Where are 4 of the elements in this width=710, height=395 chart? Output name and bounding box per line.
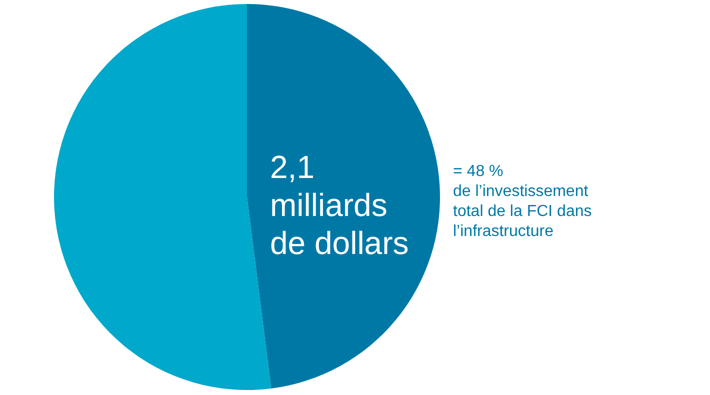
text: = 48 % de l’investissement total de la FCI dans l’infrastructure bbox=[453, 163, 592, 240]
pie-slice bbox=[54, 4, 272, 390]
text: 2,1 milliards de dollars bbox=[270, 149, 409, 261]
pie-slice bbox=[247, 4, 440, 388]
